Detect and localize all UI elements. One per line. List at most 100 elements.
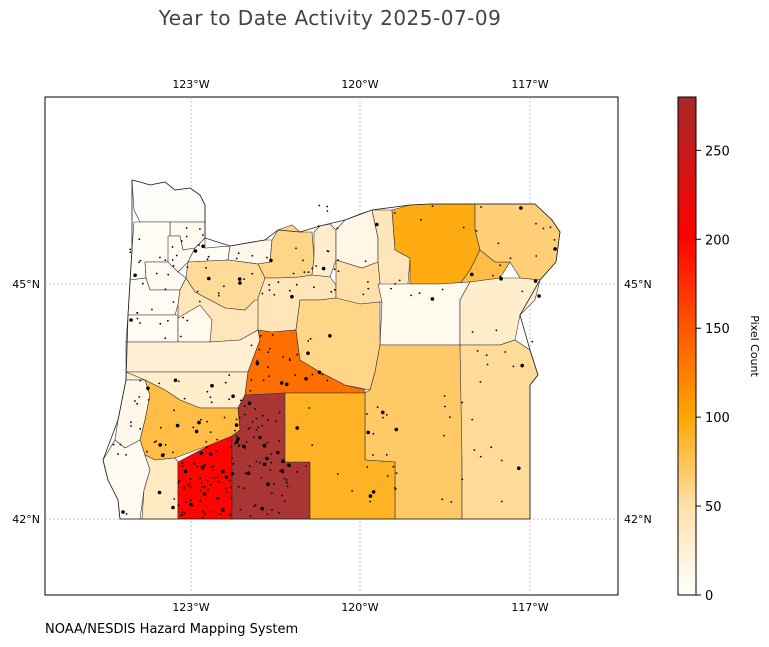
fire-detection-point xyxy=(250,378,253,381)
fire-detection-point xyxy=(273,293,276,296)
fire-detection-point xyxy=(311,373,314,376)
fire-detection-point xyxy=(171,259,174,261)
left-tick-label: 42°N xyxy=(12,513,40,526)
fire-detection-point xyxy=(179,514,182,517)
fire-detection-point xyxy=(177,380,180,383)
fire-detection-point xyxy=(321,266,326,271)
fire-detection-point xyxy=(121,510,125,514)
fire-detection-point xyxy=(278,440,280,442)
fire-detection-point xyxy=(186,266,189,268)
fire-detection-point xyxy=(473,449,476,451)
fire-detection-point xyxy=(333,288,336,291)
fire-detection-point xyxy=(287,463,291,468)
fire-detection-point xyxy=(235,418,238,421)
fire-detection-point xyxy=(130,425,132,427)
fire-detection-point xyxy=(267,419,269,421)
fire-detection-point xyxy=(253,436,255,439)
fire-detection-point xyxy=(138,396,141,398)
fire-detection-point xyxy=(153,441,156,443)
fire-detection-point xyxy=(441,288,444,291)
fire-detection-point xyxy=(238,416,241,419)
fire-detection-point xyxy=(398,279,401,282)
fire-detection-point xyxy=(367,281,369,283)
fire-detection-point xyxy=(238,281,242,285)
fire-detection-point xyxy=(462,226,465,229)
fire-detection-point xyxy=(420,218,422,221)
fire-detection-point xyxy=(392,465,395,468)
fire-detection-point xyxy=(234,440,239,444)
fire-detection-point xyxy=(228,398,231,401)
fire-detection-point xyxy=(164,259,167,261)
fire-detection-point xyxy=(266,482,270,487)
fire-detection-point xyxy=(304,376,308,381)
fire-detection-point xyxy=(133,273,137,278)
fire-detection-point xyxy=(296,353,299,356)
fire-detection-point xyxy=(234,429,236,432)
fire-detection-point xyxy=(295,283,298,286)
fire-detection-point xyxy=(251,254,254,257)
fire-detection-point xyxy=(479,381,482,383)
fire-detection-point xyxy=(486,363,489,366)
fire-detection-point xyxy=(181,511,184,513)
fire-detection-point xyxy=(155,440,158,443)
fire-detection-point xyxy=(244,405,246,407)
fire-detection-point xyxy=(194,429,199,434)
fire-detection-point xyxy=(535,255,538,257)
fire-detection-point xyxy=(430,297,435,301)
fire-detection-point xyxy=(243,487,246,489)
fire-detection-point xyxy=(209,431,212,433)
fire-detection-point xyxy=(164,337,167,340)
fire-detection-point xyxy=(117,453,119,455)
fire-detection-point xyxy=(159,426,162,429)
fire-detection-point xyxy=(226,491,228,493)
fire-detection-point xyxy=(476,350,479,352)
fire-detection-point xyxy=(218,481,221,483)
fire-detection-point xyxy=(533,279,538,283)
colorbar xyxy=(677,96,697,596)
fire-detection-point xyxy=(164,444,167,446)
fire-detection-point xyxy=(237,445,240,448)
fire-detection-point xyxy=(223,416,226,419)
fire-detection-point xyxy=(304,465,307,468)
fire-detection-point xyxy=(201,516,204,518)
fire-detection-point xyxy=(208,452,213,457)
fire-detection-point xyxy=(183,512,186,515)
fire-detection-point xyxy=(288,359,291,362)
fire-detection-point xyxy=(443,434,445,437)
fire-detection-point xyxy=(207,276,211,281)
fire-detection-point xyxy=(470,272,474,277)
fire-detection-point xyxy=(164,288,167,291)
fire-detection-point xyxy=(394,283,397,285)
fire-detection-point xyxy=(385,453,388,456)
fire-detection-point xyxy=(275,420,277,423)
fire-detection-point xyxy=(519,206,523,210)
fire-detection-point xyxy=(243,278,246,280)
fire-detection-point xyxy=(276,450,280,455)
fire-detection-point xyxy=(200,418,202,421)
fire-detection-point xyxy=(136,317,139,320)
fire-detection-point xyxy=(273,483,275,486)
fire-detection-point xyxy=(136,402,139,405)
fire-detection-point xyxy=(282,356,284,358)
fire-detection-point xyxy=(537,294,541,298)
fire-detection-point xyxy=(395,472,398,474)
fire-detection-point xyxy=(270,453,273,456)
fire-detection-point xyxy=(271,334,274,336)
fire-detection-point xyxy=(172,264,175,267)
fire-detection-point xyxy=(230,497,233,500)
fire-detection-point xyxy=(249,426,252,429)
fire-detection-point xyxy=(216,476,219,479)
fire-detection-point xyxy=(278,511,280,514)
fire-detection-point xyxy=(296,470,298,473)
fire-detection-point xyxy=(215,497,218,500)
fire-detection-point xyxy=(269,258,273,263)
fire-detection-point xyxy=(269,469,272,471)
fire-detection-point xyxy=(368,494,373,498)
fire-detection-point xyxy=(249,389,252,392)
colorbar-tick-label: 0 xyxy=(705,589,713,604)
fire-detection-point xyxy=(315,265,318,267)
fire-detection-point xyxy=(203,464,206,467)
fire-detection-point xyxy=(167,319,169,322)
fire-detection-point xyxy=(279,381,284,385)
fire-detection-point xyxy=(237,277,242,281)
